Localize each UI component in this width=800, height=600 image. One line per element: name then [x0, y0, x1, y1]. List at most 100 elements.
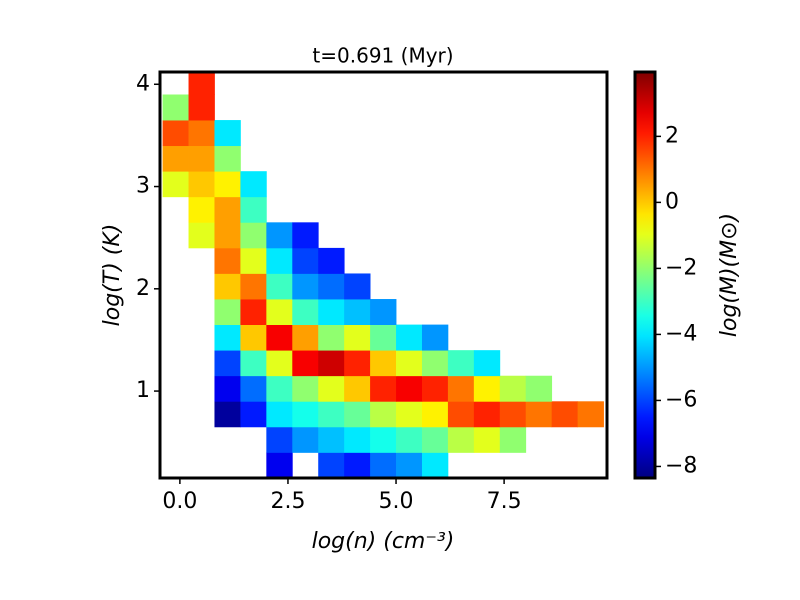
colorbar-label: log(M)(M⊙) — [717, 213, 742, 337]
colorbar-tick-label: −6 — [665, 387, 697, 412]
chart-title: t=0.691 (Myr) — [312, 44, 453, 68]
heatmap-cell — [396, 426, 423, 453]
colorbar-tick-label: 0 — [665, 189, 679, 214]
heatmap-cell — [188, 72, 215, 95]
heatmap-cell — [499, 375, 527, 402]
heatmap-cell — [525, 375, 553, 402]
colorbar-tick-label: 2 — [665, 123, 679, 148]
heatmap-cell — [370, 350, 397, 377]
y-axis-label: log(T) (K) — [100, 224, 125, 327]
heatmap-cell — [266, 273, 293, 300]
heatmap-cell — [162, 94, 189, 121]
heatmap-cell — [188, 196, 215, 223]
heatmap-cell — [240, 222, 267, 249]
heatmap-cell — [240, 247, 267, 274]
heatmap-cell — [240, 171, 267, 198]
heatmap-cell — [421, 350, 449, 377]
heatmap-cell — [344, 324, 371, 351]
heatmap-cell — [370, 324, 397, 351]
heatmap-cell — [266, 452, 293, 478]
heatmap-cell — [421, 452, 449, 478]
heatmap-cell — [370, 426, 397, 453]
heatmap-cell — [292, 426, 319, 453]
heatmap-cell — [344, 273, 371, 300]
heatmap-cell — [370, 401, 397, 428]
heatmap-cell — [214, 273, 241, 300]
heatmap-cell — [292, 375, 319, 402]
heatmap-cell — [292, 222, 319, 249]
x-tick-label: 7.5 — [487, 489, 522, 514]
heatmap-cell — [266, 401, 293, 428]
heatmap-cell — [266, 350, 293, 377]
heatmap-cell — [421, 375, 449, 402]
heatmap-cell — [318, 401, 345, 428]
heatmap-cell — [188, 222, 215, 249]
heatmap-cell — [266, 299, 293, 325]
heatmap-cell — [473, 375, 501, 402]
heatmap-cell — [396, 401, 423, 428]
heatmap-cell — [240, 350, 267, 377]
y-tick-label: 3 — [136, 174, 150, 199]
x-tick-label: 5.0 — [379, 489, 414, 514]
heatmap-cell — [214, 299, 241, 325]
x-axis-label: log(n) (cm⁻³) — [312, 529, 455, 554]
heatmap-cell — [214, 401, 241, 428]
heatmap-cell — [214, 375, 241, 402]
heatmap-cell — [473, 426, 501, 453]
heatmap-cell — [214, 350, 241, 377]
heatmap-cell — [396, 350, 423, 377]
heatmap-cell — [240, 375, 267, 402]
heatmap-cell — [266, 247, 293, 274]
heatmap-cell — [240, 273, 267, 300]
heatmap-cell — [214, 324, 241, 351]
heatmap-cell — [266, 324, 293, 351]
heatmap-cell — [240, 401, 267, 428]
heatmap-cell — [162, 145, 189, 172]
heatmap-cell — [499, 401, 527, 428]
colorbar — [635, 72, 655, 478]
heatmap-cell — [473, 350, 501, 377]
heatmap-cell — [292, 299, 319, 325]
colorbar-frame — [633, 70, 657, 480]
heatmap-cell — [240, 196, 267, 223]
heatmap-cell — [396, 375, 423, 402]
heatmap-cell — [292, 273, 319, 300]
heatmap-cell — [344, 426, 371, 453]
heatmap-cell — [370, 375, 397, 402]
heatmap-cell — [318, 452, 345, 478]
heatmap-cell — [318, 375, 345, 402]
heatmap-cell — [447, 375, 475, 402]
heatmap-cell — [162, 171, 189, 198]
heatmap-cell — [447, 426, 475, 453]
heatmap-cell — [292, 401, 319, 428]
x-tick-label: 2.5 — [270, 489, 305, 514]
heatmap-cell — [266, 426, 293, 453]
x-tick-label: 0.0 — [162, 489, 197, 514]
heatmap-cell — [318, 273, 345, 300]
y-tick-label: 2 — [136, 276, 150, 301]
heatmap-cell — [473, 401, 501, 428]
heatmap-cell — [188, 120, 215, 147]
y-tick-label: 1 — [136, 378, 150, 403]
colorbar-tick-label: −4 — [665, 321, 697, 346]
heatmap-cell — [214, 222, 241, 249]
heatmap-cell — [214, 171, 241, 198]
heatmap-cell — [344, 401, 371, 428]
colorbar-tick-label: −8 — [665, 453, 697, 478]
heatmap-cell — [396, 452, 423, 478]
heatmap-cell — [577, 401, 604, 428]
heatmap-cell — [525, 401, 553, 428]
heatmap-cell — [292, 324, 319, 351]
heatmap-cell — [214, 120, 241, 147]
heatmap-cell — [370, 299, 397, 325]
heatmap-cell — [344, 452, 371, 478]
heatmap-cell — [214, 196, 241, 223]
heatmap-cell — [240, 299, 267, 325]
heatmap-cell — [266, 375, 293, 402]
heatmap-cell — [214, 247, 241, 274]
heatmap-cell — [188, 94, 215, 121]
heatmap-cell — [240, 324, 267, 351]
heatmap-cell — [318, 426, 345, 453]
heatmap-cell — [447, 350, 475, 377]
